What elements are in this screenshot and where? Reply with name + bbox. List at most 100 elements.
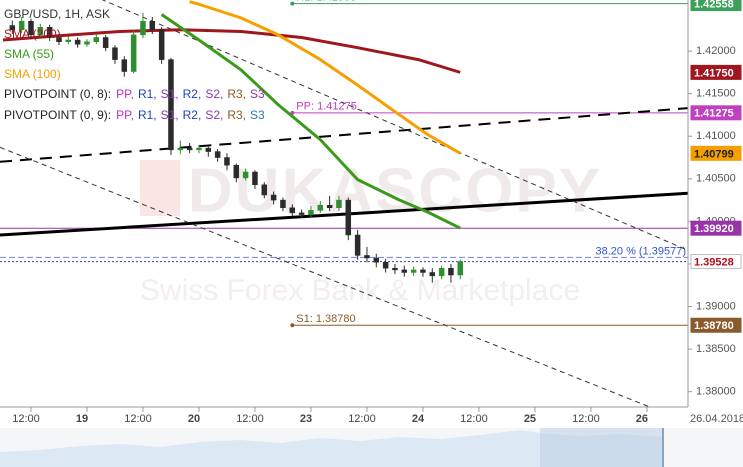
y-tick-label: 1.41500 (696, 88, 736, 100)
candle-body (18, 21, 25, 31)
candle-body (46, 26, 53, 38)
navigator (0, 428, 743, 467)
pivot-legend-item: R2, (183, 87, 202, 101)
candle-body (28, 21, 34, 36)
candle-body (392, 267, 398, 271)
price-tag (690, 64, 742, 80)
price-tag (690, 105, 742, 121)
y-tick-label: 1.40500 (696, 173, 736, 185)
pivot-legend-item: R2, (183, 108, 202, 122)
watermark-logo (140, 160, 180, 216)
candle-body (410, 269, 417, 273)
watermark-subtitle: Swiss Forex Bank & Marketplace (140, 274, 580, 307)
candle-body (308, 210, 314, 215)
pivot-legend-item: PP, (116, 87, 134, 101)
navigator-area (0, 430, 663, 467)
price-tag (690, 0, 742, 12)
legend-entry: SMA (200) (4, 27, 61, 41)
pivot-legend-title: PIVOTPOINT (0, 8): (4, 87, 111, 101)
moving-average (160, 13, 461, 230)
y-tick-label: 1.42000 (696, 45, 736, 57)
candle-body (177, 147, 184, 151)
price-tag-label: 1.38780 (694, 320, 734, 332)
candle-body (242, 171, 249, 179)
price-tag-label: 1.41750 (694, 67, 734, 79)
candle-body (84, 41, 90, 45)
candle-body (252, 171, 258, 186)
pivot-legend-item: R3, (227, 108, 246, 122)
candle-body (298, 212, 305, 215)
candle-body (261, 184, 268, 196)
candle-body (140, 21, 146, 36)
y-tick-label: 1.38500 (696, 343, 736, 355)
legend-title: GBP/USD, 1H, ASK (4, 7, 110, 21)
candle-body (326, 204, 333, 209)
trend-line (0, 107, 688, 163)
x-tick-label: 23 (300, 413, 312, 425)
candle-body (121, 59, 128, 72)
trend-line (0, 191, 688, 237)
pivot-legend-item: PP, (116, 108, 134, 122)
pivot-legend-item: S3 (250, 87, 265, 101)
price-tag-label: 1.39920 (694, 223, 734, 235)
x-tick-label: 25 (524, 413, 536, 425)
watermark-title: DUKASCOPY (188, 156, 602, 225)
candle-body (429, 272, 436, 277)
candle-body (336, 199, 342, 209)
y-tick-label: 1.39000 (696, 300, 736, 312)
candle-body (364, 255, 370, 259)
x-tick-label: 26 (636, 413, 648, 425)
candle-body (65, 39, 72, 42)
candle-body (401, 269, 408, 273)
candle-body (196, 147, 202, 151)
x-tick-label: 12:00 (124, 413, 152, 425)
pivot-legend-item: S2, (205, 87, 223, 101)
candle-body (280, 199, 286, 209)
candle-body (224, 157, 230, 166)
candle-body (186, 147, 193, 151)
pivot-legend-item: S3 (250, 108, 265, 122)
level-label: H1: 1.42558 (296, 0, 356, 3)
candle-body (373, 257, 380, 263)
x-tick-label: 12:00 (12, 413, 40, 425)
candle-body (289, 207, 296, 214)
candle-body (317, 204, 324, 211)
candle-body (354, 234, 361, 256)
legend-entry: SMA (100) (4, 67, 61, 81)
candle-body (93, 37, 100, 42)
level-anchor (290, 323, 295, 328)
price-tag (690, 220, 742, 236)
candle-body (112, 47, 118, 60)
candle-body (448, 267, 454, 276)
level-anchor (290, 1, 295, 6)
candle-body (102, 37, 109, 48)
candle-body (345, 199, 352, 236)
candle-body (233, 164, 240, 179)
moving-average (2, 28, 461, 74)
legend-entry: SMA (55) (4, 47, 54, 61)
candle-body (457, 261, 464, 276)
candle-body (205, 147, 212, 152)
level-label: PP: 1.41275 (296, 101, 357, 113)
candle-body (214, 151, 221, 158)
price-tag-label: 1.41275 (694, 108, 734, 120)
candle-body (438, 267, 445, 277)
price-tag (690, 145, 742, 161)
level-label: S1: 1.38780 (296, 313, 355, 325)
price-tags: 1.42558 1.41750 1.41275 1.40799 1.39920 1.395… (690, 0, 742, 333)
candle-body (9, 25, 16, 31)
watermark: DUKASCOPY Swiss Forex Bank & Marketplace (140, 156, 602, 307)
trend-line (101, 0, 688, 251)
pivot-legend-item: R3, (227, 87, 246, 101)
axes: 1.380001.385001.390001.395001.400001.405… (12, 45, 743, 425)
x-tick-label: 12:00 (572, 413, 600, 425)
date-label: 26.04.2018 (690, 413, 743, 425)
candle-body (37, 26, 44, 36)
fibonacci-label: 38.20 % (1.39577) (595, 245, 686, 257)
plot-area: H1: 1.42558 PP: 1.41275 S1: 1.38780 38.20 %… (0, 0, 688, 407)
price-tag-label: 1.42558 (694, 0, 734, 10)
candle-body (382, 262, 389, 269)
legend: GBP/USD, 1H, ASK SMA (200) SMA (55) SMA (1… (4, 7, 265, 122)
candle-body (168, 59, 174, 151)
